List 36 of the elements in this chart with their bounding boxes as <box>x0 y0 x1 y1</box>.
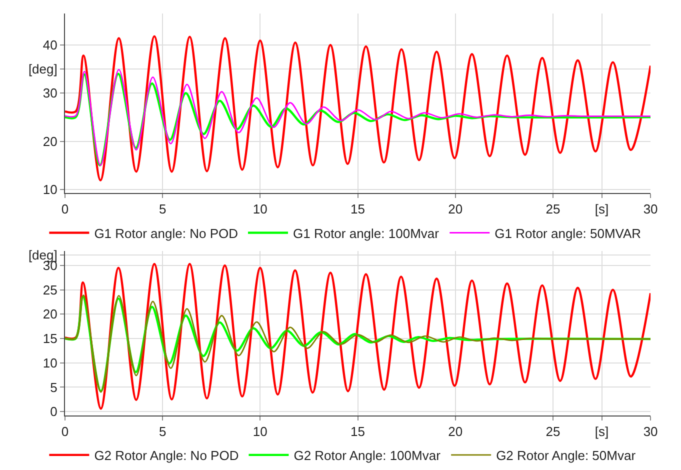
x-tick-label: 0 <box>61 424 69 440</box>
y-tick-label: 20 <box>42 134 58 149</box>
y-tick-label: 10 <box>42 355 58 370</box>
line-series <box>64 262 651 410</box>
legend-label: G2 Rotor Angle: No POD <box>94 448 239 464</box>
y-tick-label: 25 <box>42 282 58 298</box>
y-tick-label: 5 <box>50 380 58 395</box>
y-tick-label: 20 <box>42 306 58 322</box>
legend-label: G2 Rotor Angle: 100Mvar <box>294 448 442 464</box>
x-tick-label: 15 <box>350 201 365 216</box>
x-tick-label: 5 <box>158 424 166 440</box>
x-tick-label: 25 <box>546 201 560 216</box>
legend-label: G1 Rotor angle: 100Mvar <box>292 226 440 241</box>
x-tick-label: 10 <box>252 424 268 440</box>
line-series <box>64 35 651 182</box>
x-tick-label: 30 <box>643 201 658 216</box>
x-tick-label: [s] <box>594 201 609 216</box>
y-tick-label: 0 <box>50 404 58 420</box>
legend-label: G1 Rotor angle: 50MVAR <box>494 226 642 241</box>
x-tick-label: 20 <box>448 424 463 440</box>
x-tick-label: [s] <box>594 424 609 440</box>
legend-label: G2 Rotor Angle: 50Mvar <box>496 448 636 464</box>
legend-label: G1 Rotor angle: No POD <box>94 226 238 241</box>
x-tick-label: 10 <box>252 201 268 216</box>
x-tick-label: 0 <box>61 201 69 216</box>
y-tick-label: 40 <box>42 38 58 53</box>
y-tick-label: 10 <box>42 182 58 197</box>
x-tick-label: 5 <box>158 201 166 216</box>
y-tick-label: [deg] <box>28 247 58 262</box>
x-tick-label: 25 <box>546 424 560 440</box>
x-tick-label: 15 <box>350 424 365 440</box>
y-tick-label: 15 <box>42 331 58 346</box>
y-tick-label: 30 <box>42 86 58 101</box>
x-tick-label: 30 <box>643 424 658 440</box>
y-tick-label: [deg] <box>28 62 58 77</box>
x-tick-label: 20 <box>448 201 463 216</box>
